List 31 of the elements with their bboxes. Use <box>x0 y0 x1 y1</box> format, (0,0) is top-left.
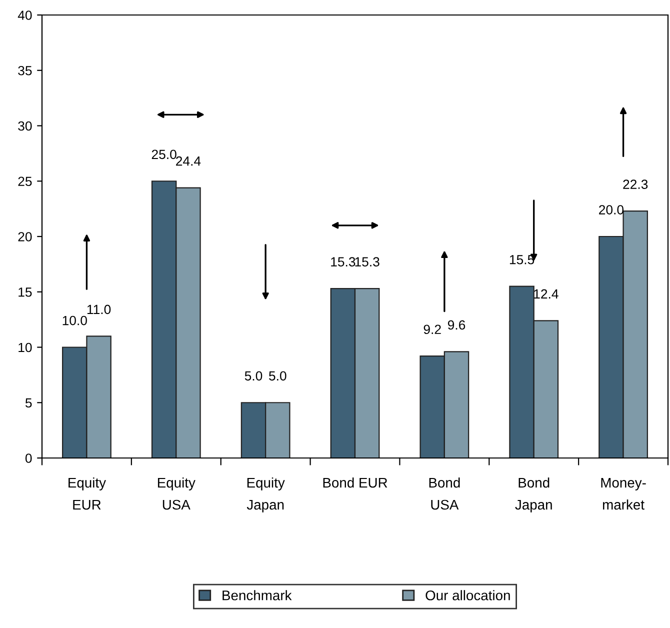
x-tick-label: Equity EUR <box>68 477 106 510</box>
data-label: 22.3 <box>623 180 648 189</box>
data-label: 9.2 <box>424 324 441 334</box>
y-tick-label: 20 <box>18 232 32 242</box>
data-label: 15.3 <box>355 257 380 266</box>
y-tick-label: 35 <box>18 66 32 76</box>
data-label: 5.0 <box>244 371 262 381</box>
legend-label: Benchmark <box>222 590 292 600</box>
data-label: 5.0 <box>269 371 286 381</box>
data-label: 11.0 <box>87 304 111 314</box>
data-label: 24.4 <box>176 156 201 166</box>
data-label: 15.3 <box>331 257 356 266</box>
y-tick-label: 25 <box>18 176 32 186</box>
x-tick-label: Bond EUR <box>323 477 388 488</box>
x-tick-label: Bond Japan <box>515 477 552 512</box>
y-tick-label: 10 <box>18 342 32 352</box>
y-tick-label: 15 <box>18 288 32 297</box>
data-label: 25.0 <box>152 150 176 160</box>
data-label: 9.6 <box>448 320 466 330</box>
data-label: 10.0 <box>62 316 87 326</box>
x-tick-label: Money- market <box>601 478 646 510</box>
data-label: 20.0 <box>599 205 624 214</box>
x-tick-label: Equity USA <box>158 477 196 510</box>
y-tick-label: 0 <box>25 454 32 463</box>
y-tick-label: 5 <box>25 398 32 408</box>
x-tick-label: Equity Japan <box>246 477 285 512</box>
y-tick-label: 40 <box>18 10 32 20</box>
x-tick-label: Bond USA <box>429 477 460 510</box>
y-tick-label: 30 <box>18 121 32 131</box>
data-label: 15.5 <box>510 255 534 264</box>
legend-label: Our allocation <box>426 590 510 600</box>
